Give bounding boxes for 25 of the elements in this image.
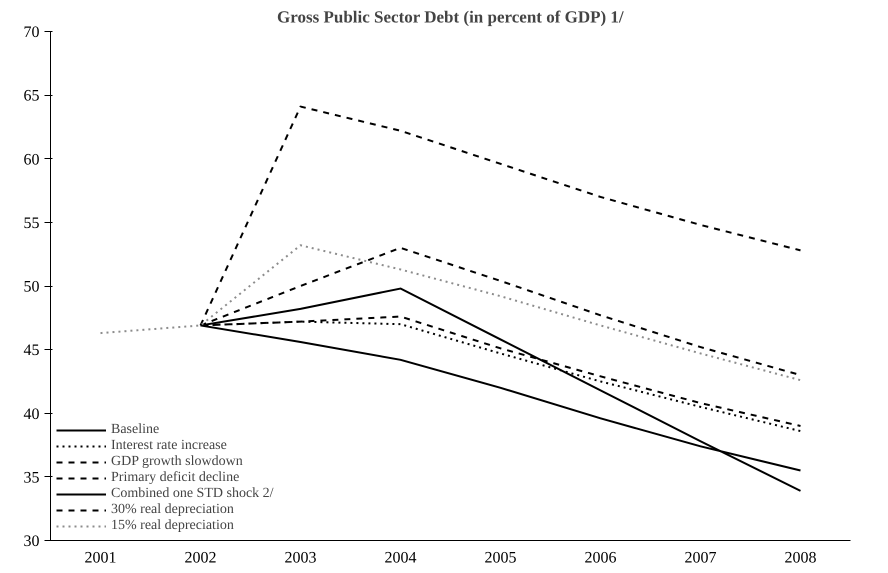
y-tick-label: 65 [24, 88, 40, 105]
x-tick-label: 2007 [684, 550, 716, 566]
y-tick-label: 50 [24, 278, 40, 296]
x-tick-label: 2004 [384, 550, 416, 566]
legend-label: 15% real depreciation [111, 518, 234, 534]
x-tick-label: 2006 [584, 550, 616, 566]
chart-title: Gross Public Sector Debt (in percent of GDP) 1/ [277, 8, 624, 26]
legend-label: GDP growth slowdown [111, 454, 243, 470]
legend-label: 30% real depreciation [111, 502, 234, 518]
legend-label: Baseline [111, 422, 160, 438]
y-tick-label: 35 [24, 469, 40, 486]
y-tick-label: 30 [24, 533, 40, 550]
x-tick-label: 2003 [284, 550, 316, 566]
x-tick-label: 2008 [784, 550, 816, 566]
y-tick-label: 45 [24, 342, 40, 360]
legend-label: Interest rate increase [111, 438, 227, 454]
y-tick-label: 40 [24, 406, 40, 423]
legend-label: Combined one STD shock 2/ [111, 486, 274, 502]
y-tick-label: 70 [24, 24, 40, 41]
x-tick-label: 2005 [484, 550, 516, 566]
legend-label: Primary deficit decline [111, 470, 240, 486]
x-tick-label: 2002 [184, 550, 216, 566]
y-tick-label: 60 [24, 151, 40, 168]
x-tick-label: 2001 [84, 550, 116, 566]
y-tick-label: 55 [24, 214, 40, 232]
